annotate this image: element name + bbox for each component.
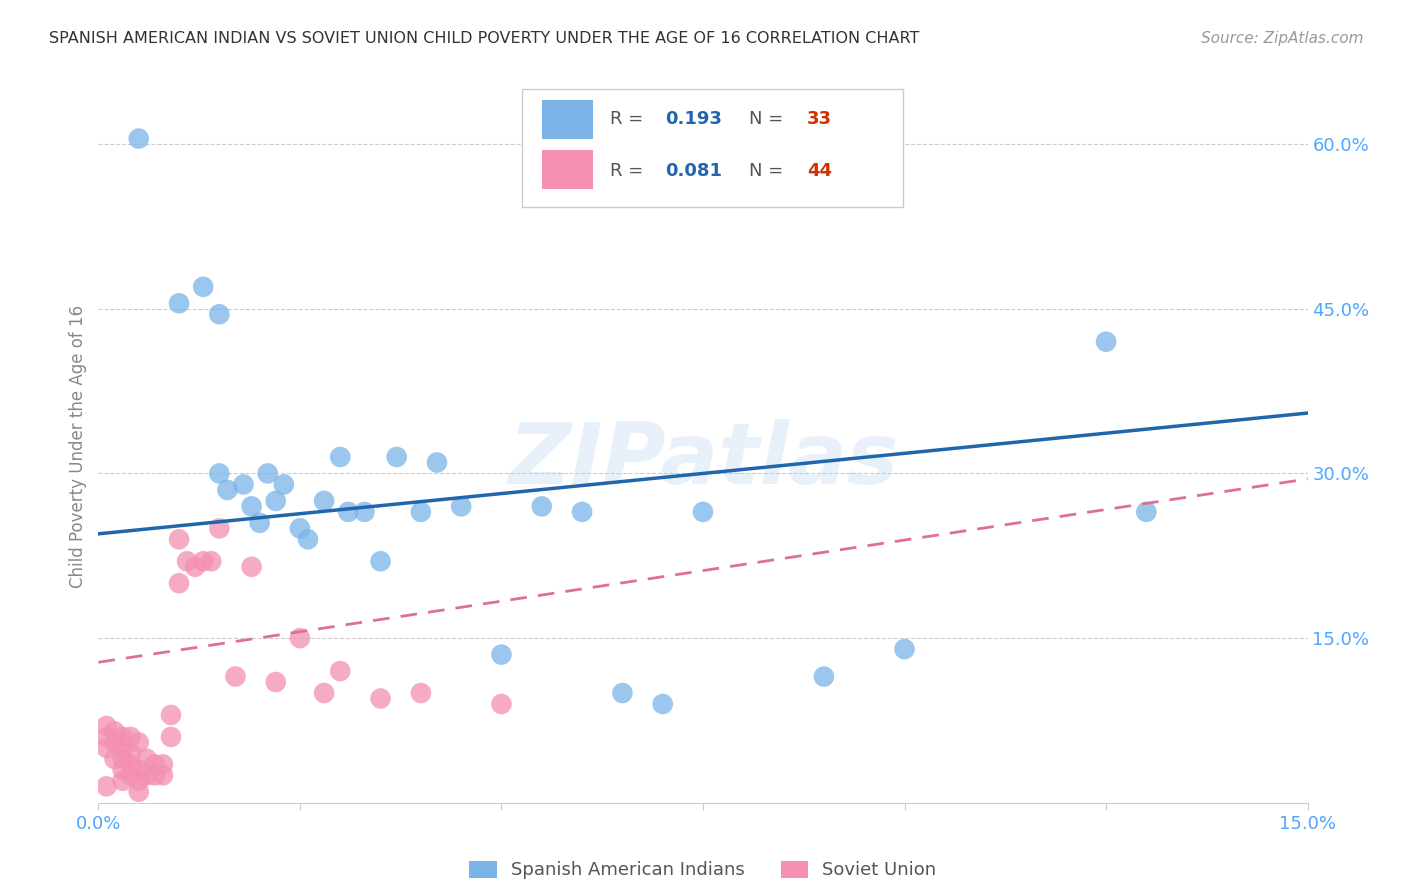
Point (160, 730, 183, 744)
Point (176, 554, 198, 568)
Point (152, 757, 174, 772)
Point (111, 752, 134, 766)
Point (135, 752, 157, 766)
Point (193, 280, 215, 294)
Point (120, 730, 142, 744)
Point (288, 631, 311, 645)
Text: 0.193: 0.193 (665, 111, 723, 128)
Point (893, 642, 915, 657)
Point (160, 708, 183, 723)
Point (491, 697, 513, 711)
Point (217, 483, 239, 497)
Text: N =: N = (749, 111, 789, 128)
Point (167, 296, 190, 310)
Point (128, 773, 150, 788)
Text: Source: ZipAtlas.com: Source: ZipAtlas.com (1201, 31, 1364, 46)
FancyBboxPatch shape (522, 89, 903, 207)
Point (103, 724, 125, 739)
Point (329, 450, 352, 464)
Text: 33: 33 (807, 111, 832, 128)
Point (264, 494, 287, 508)
Point (200, 554, 222, 568)
Point (353, 505, 375, 519)
Point (314, 494, 336, 508)
Point (167, 576, 190, 591)
Point (143, 768, 166, 782)
Point (128, 735, 150, 749)
Point (370, 554, 392, 568)
Point (128, 763, 150, 777)
Point (135, 768, 157, 782)
Point (184, 559, 207, 574)
Text: 0.081: 0.081 (665, 162, 723, 180)
Text: R =: R = (610, 111, 650, 128)
Point (329, 664, 352, 678)
Text: R =: R = (610, 162, 650, 180)
Point (426, 455, 449, 469)
Point (120, 747, 142, 761)
Point (208, 521, 231, 535)
Point (96, 740, 118, 755)
Point (152, 768, 174, 782)
Point (264, 675, 287, 690)
Point (385, 450, 408, 464)
FancyBboxPatch shape (543, 150, 593, 189)
Y-axis label: Child Poverty Under the Age of 16: Child Poverty Under the Age of 16 (69, 304, 87, 588)
Point (314, 686, 336, 700)
Point (651, 697, 673, 711)
Text: ZIPatlas: ZIPatlas (508, 418, 898, 502)
Point (208, 467, 231, 481)
Point (1135, 505, 1157, 519)
Point (612, 686, 634, 700)
Point (128, 785, 150, 799)
Point (232, 477, 254, 491)
Point (103, 735, 125, 749)
Text: N =: N = (749, 162, 789, 180)
Point (491, 648, 513, 662)
Point (111, 740, 134, 755)
Point (1095, 334, 1118, 349)
Point (240, 559, 263, 574)
Point (120, 757, 142, 772)
Point (103, 752, 125, 766)
Point (111, 773, 134, 788)
Point (208, 307, 231, 321)
Point (240, 500, 263, 514)
Point (337, 505, 360, 519)
Point (249, 516, 271, 530)
Point (409, 505, 432, 519)
Point (111, 763, 134, 777)
Point (256, 467, 278, 481)
Point (530, 500, 553, 514)
Point (288, 521, 311, 535)
Point (297, 533, 319, 547)
Point (450, 500, 472, 514)
Point (692, 505, 714, 519)
Point (571, 505, 593, 519)
Point (143, 757, 166, 772)
Point (111, 730, 134, 744)
Point (128, 131, 150, 145)
Legend: Spanish American Indians, Soviet Union: Spanish American Indians, Soviet Union (463, 854, 943, 887)
Point (193, 554, 215, 568)
Point (96, 780, 118, 794)
Point (409, 686, 432, 700)
Point (813, 669, 835, 683)
Point (120, 768, 142, 782)
Text: SPANISH AMERICAN INDIAN VS SOVIET UNION CHILD POVERTY UNDER THE AGE OF 16 CORREL: SPANISH AMERICAN INDIAN VS SOVIET UNION … (49, 31, 920, 46)
Point (370, 691, 392, 706)
Point (224, 669, 246, 683)
Point (167, 533, 190, 547)
Point (96, 719, 118, 733)
Point (273, 477, 295, 491)
Text: 44: 44 (807, 162, 832, 180)
FancyBboxPatch shape (543, 100, 593, 139)
Point (96, 730, 118, 744)
